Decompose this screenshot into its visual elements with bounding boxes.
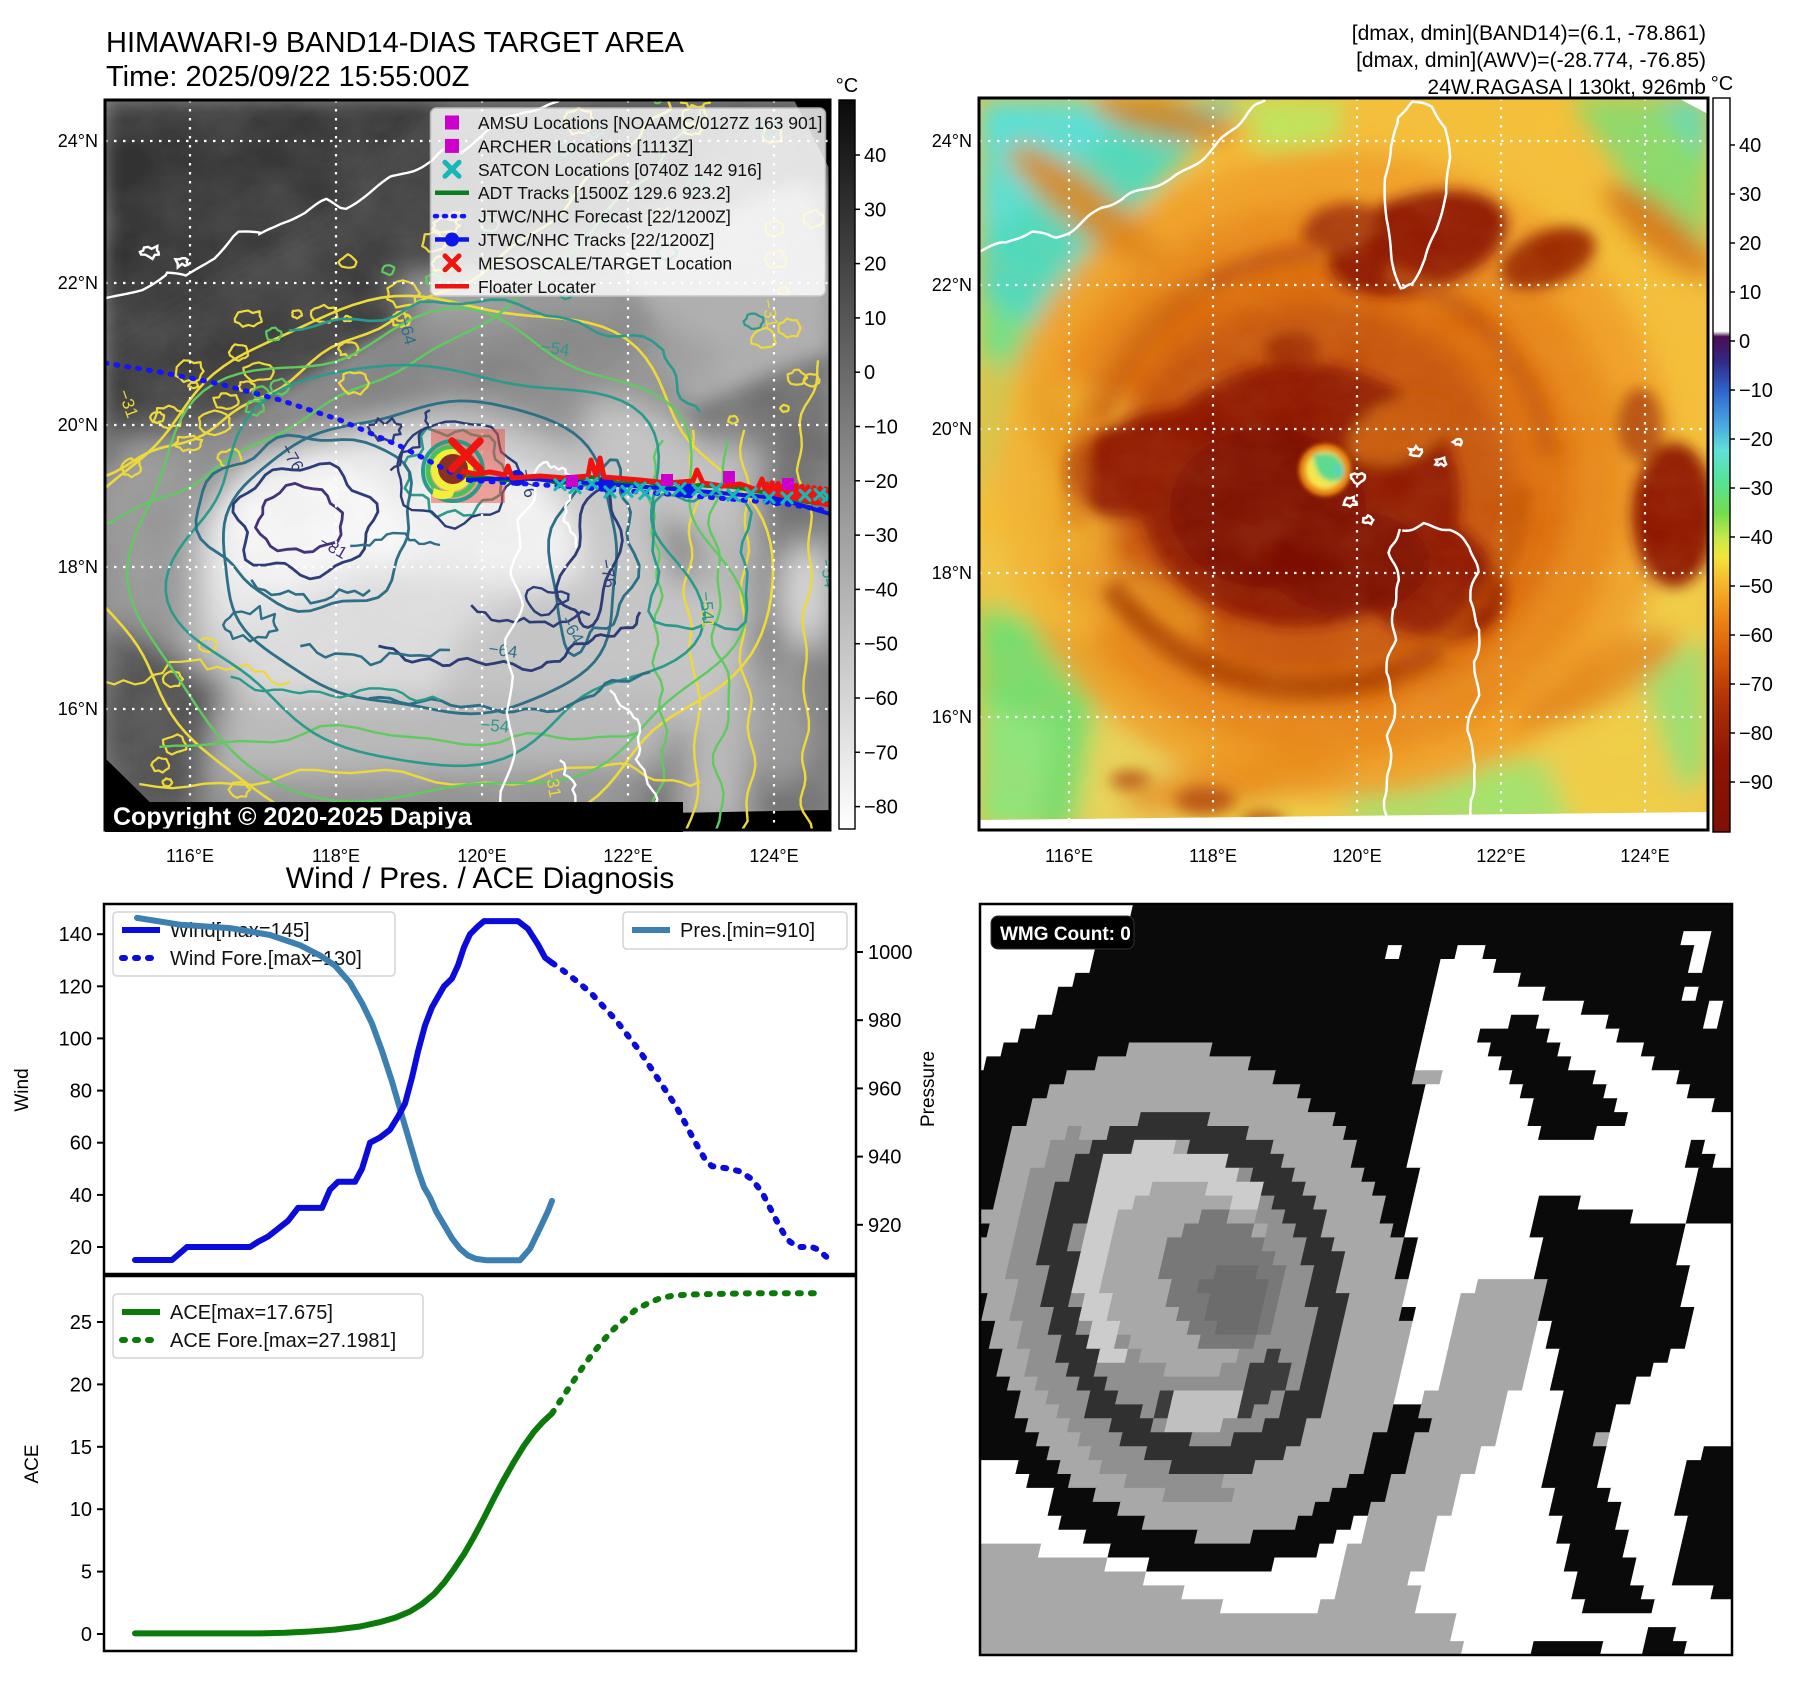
svg-text:20°N: 20°N <box>58 415 98 435</box>
svg-text:Copyright © 2020-2025 Dapiya: Copyright © 2020-2025 Dapiya <box>113 803 473 831</box>
svg-text:116°E: 116°E <box>1045 846 1093 866</box>
svg-text:[dmax, dmin](BAND14)=(6.1, -78: [dmax, dmin](BAND14)=(6.1, -78.861) <box>1352 22 1706 45</box>
svg-text:5: 5 <box>81 1562 92 1584</box>
svg-text:−20: −20 <box>1739 429 1773 451</box>
svg-text:10: 10 <box>864 308 886 330</box>
svg-text:HIMAWARI-9 BAND14-DIAS TARGET: HIMAWARI-9 BAND14-DIAS TARGET AREA <box>106 27 685 59</box>
svg-text:ADT Tracks [1500Z 129.6 923.2]: ADT Tracks [1500Z 129.6 923.2] <box>478 183 731 203</box>
svg-text:120°E: 120°E <box>1332 846 1381 866</box>
svg-text:24°N: 24°N <box>932 131 972 151</box>
svg-text:20: 20 <box>70 1374 92 1396</box>
svg-text:10: 10 <box>1739 282 1761 304</box>
svg-text:−50: −50 <box>864 634 898 656</box>
svg-text:°C: °C <box>1711 73 1733 95</box>
svg-text:30: 30 <box>1739 184 1761 206</box>
svg-text:−80: −80 <box>1739 723 1773 745</box>
svg-text:AMSU Locations [NOAAMC/0127Z 1: AMSU Locations [NOAAMC/0127Z 163 901] <box>478 113 822 133</box>
svg-text:[dmax, dmin](AWV)=(-28.774, -7: [dmax, dmin](AWV)=(-28.774, -76.85) <box>1356 49 1706 72</box>
svg-text:120: 120 <box>59 976 92 998</box>
svg-text:40: 40 <box>1739 135 1761 157</box>
svg-text:940: 940 <box>868 1147 901 1169</box>
svg-text:0: 0 <box>81 1624 92 1646</box>
svg-text:ACE: ACE <box>22 1444 43 1483</box>
svg-text:−76: −76 <box>596 557 620 589</box>
svg-text:20: 20 <box>70 1237 92 1259</box>
svg-text:−30: −30 <box>864 525 898 547</box>
svg-text:−31: −31 <box>758 297 782 329</box>
svg-text:100: 100 <box>59 1028 92 1050</box>
svg-text:−70: −70 <box>864 742 898 764</box>
svg-text:980: 980 <box>868 1010 901 1032</box>
svg-text:ACE Fore.[max=27.1981]: ACE Fore.[max=27.1981] <box>170 1330 396 1352</box>
svg-text:WMG Count: 0: WMG Count: 0 <box>1000 924 1131 945</box>
svg-text:0: 0 <box>1739 331 1750 353</box>
svg-text:JTWC/NHC Forecast [22/1200Z]: JTWC/NHC Forecast [22/1200Z] <box>478 207 731 227</box>
svg-text:140: 140 <box>59 924 92 946</box>
svg-text:−31: −31 <box>541 767 565 799</box>
svg-text:−20: −20 <box>864 471 898 493</box>
svg-text:24W.RAGASA | 130kt, 926mb: 24W.RAGASA | 130kt, 926mb <box>1427 76 1706 99</box>
svg-text:16°N: 16°N <box>58 699 98 719</box>
svg-text:ACE[max=17.675]: ACE[max=17.675] <box>170 1302 333 1324</box>
svg-text:−54: −54 <box>539 337 570 360</box>
svg-text:JTWC/NHC Tracks [22/1200Z]: JTWC/NHC Tracks [22/1200Z] <box>478 230 714 250</box>
svg-text:−60: −60 <box>1739 625 1773 647</box>
svg-text:18°N: 18°N <box>58 557 98 577</box>
svg-text:16°N: 16°N <box>932 707 972 727</box>
svg-text:−30: −30 <box>1739 478 1773 500</box>
svg-text:−40: −40 <box>864 579 898 601</box>
svg-text:ARCHER Locations [1113Z]: ARCHER Locations [1113Z] <box>478 136 693 156</box>
svg-text:−54: −54 <box>480 715 510 736</box>
svg-text:18°N: 18°N <box>932 563 972 583</box>
svg-text:0: 0 <box>864 362 875 384</box>
svg-text:124°E: 124°E <box>749 846 798 866</box>
svg-text:−10: −10 <box>1739 380 1773 402</box>
svg-text:122°E: 122°E <box>603 846 652 866</box>
svg-text:Time: 2025/09/22 15:55:00Z: Time: 2025/09/22 15:55:00Z <box>106 61 469 93</box>
svg-text:°C: °C <box>836 75 858 97</box>
svg-text:−31: −31 <box>696 599 717 629</box>
svg-text:20: 20 <box>1739 233 1761 255</box>
svg-text:118°E: 118°E <box>1189 846 1237 866</box>
svg-text:24°N: 24°N <box>58 131 98 151</box>
svg-text:960: 960 <box>868 1078 901 1100</box>
svg-text:20: 20 <box>864 254 886 276</box>
svg-text:MESOSCALE/TARGET Location: MESOSCALE/TARGET Location <box>478 253 732 273</box>
svg-text:Wind / Pres. / ACE Diagnosis: Wind / Pres. / ACE Diagnosis <box>286 862 674 895</box>
svg-text:20°N: 20°N <box>932 419 972 439</box>
svg-text:25: 25 <box>70 1312 92 1334</box>
svg-text:22°N: 22°N <box>932 275 972 295</box>
svg-text:−40: −40 <box>1739 527 1773 549</box>
svg-text:−80: −80 <box>864 797 898 819</box>
svg-text:10: 10 <box>70 1499 92 1521</box>
svg-text:124°E: 124°E <box>1620 846 1669 866</box>
svg-text:−90: −90 <box>1739 772 1773 794</box>
svg-text:−64: −64 <box>487 639 518 662</box>
svg-text:116°E: 116°E <box>166 846 214 866</box>
svg-text:40: 40 <box>70 1185 92 1207</box>
svg-text:Pressure: Pressure <box>918 1051 939 1127</box>
svg-text:−10: −10 <box>864 417 898 439</box>
svg-text:Floater Locater: Floater Locater <box>478 277 596 297</box>
svg-text:15: 15 <box>70 1437 92 1459</box>
svg-text:−60: −60 <box>864 688 898 710</box>
svg-text:120°E: 120°E <box>457 846 506 866</box>
svg-text:−54: −54 <box>696 591 717 621</box>
svg-text:40: 40 <box>864 145 886 167</box>
svg-text:SATCON Locations [0740Z 142 91: SATCON Locations [0740Z 142 916] <box>478 160 762 180</box>
svg-text:80: 80 <box>70 1081 92 1103</box>
svg-text:122°E: 122°E <box>1476 846 1525 866</box>
svg-text:Wind: Wind <box>12 1068 33 1111</box>
svg-text:60: 60 <box>70 1133 92 1155</box>
svg-text:1000: 1000 <box>868 942 913 964</box>
svg-text:118°E: 118°E <box>312 846 360 866</box>
svg-text:22°N: 22°N <box>58 273 98 293</box>
svg-text:30: 30 <box>864 199 886 221</box>
svg-text:920: 920 <box>868 1215 901 1237</box>
svg-text:−70: −70 <box>1739 674 1773 696</box>
svg-text:−50: −50 <box>1739 576 1773 598</box>
svg-text:Pres.[min=910]: Pres.[min=910] <box>680 920 815 942</box>
